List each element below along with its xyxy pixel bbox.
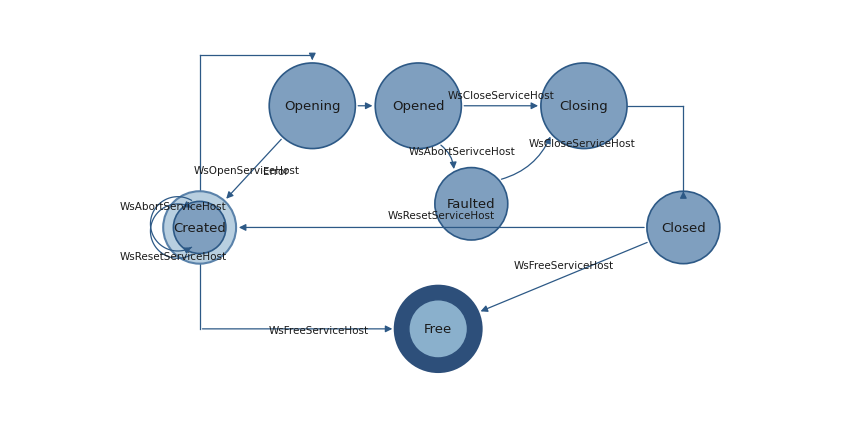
Text: WsFreeServiceHost: WsFreeServiceHost — [268, 325, 369, 335]
Circle shape — [541, 64, 627, 149]
Text: WsCloseServiceHost: WsCloseServiceHost — [529, 138, 636, 148]
Circle shape — [409, 300, 468, 358]
Circle shape — [395, 286, 481, 372]
Text: Error: Error — [263, 166, 289, 176]
Circle shape — [269, 64, 356, 149]
Text: WsAbortSerivceHost: WsAbortSerivceHost — [409, 147, 516, 156]
Text: WsResetServiceHost: WsResetServiceHost — [388, 210, 495, 220]
Circle shape — [375, 64, 462, 149]
Text: Created: Created — [174, 222, 226, 234]
Circle shape — [174, 202, 226, 254]
Text: WsCloseServiceHost: WsCloseServiceHost — [448, 90, 555, 100]
Text: Opening: Opening — [284, 100, 340, 113]
Text: Opened: Opened — [392, 100, 445, 113]
Text: WsAbortServiceHost: WsAbortServiceHost — [120, 201, 227, 211]
Circle shape — [435, 168, 508, 240]
Text: Faulted: Faulted — [447, 198, 496, 211]
Circle shape — [647, 192, 720, 264]
Text: Free: Free — [424, 323, 452, 336]
Text: Closed: Closed — [661, 222, 705, 234]
Text: Closing: Closing — [559, 100, 609, 113]
Text: WsOpenServiceHost: WsOpenServiceHost — [193, 165, 299, 175]
Circle shape — [163, 192, 236, 264]
Text: WsResetServiceHost: WsResetServiceHost — [120, 252, 227, 262]
Text: WsFreeServiceHost: WsFreeServiceHost — [514, 260, 614, 270]
